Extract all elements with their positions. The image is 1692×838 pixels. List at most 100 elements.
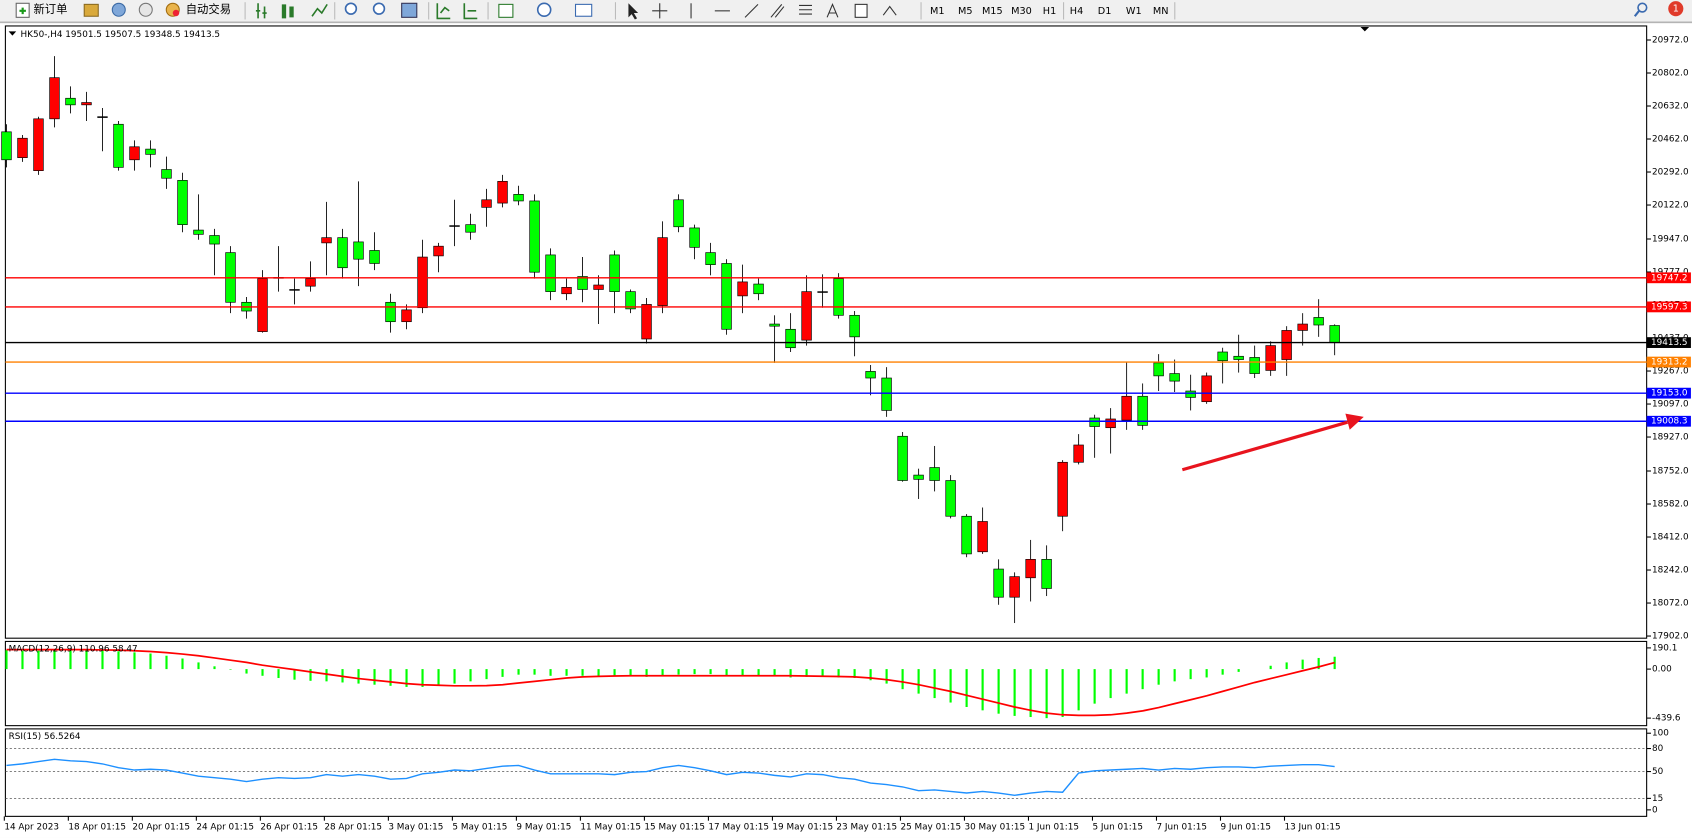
candle-body	[1089, 417, 1100, 427]
badge-count: 1	[1673, 4, 1679, 15]
candle-body	[177, 180, 188, 225]
candle-body	[657, 237, 668, 306]
level-label: 19008.3	[1651, 417, 1688, 427]
candle-body	[865, 371, 876, 379]
candle-body	[1297, 323, 1308, 331]
x-tick-label: 5 Jun 01:15	[1092, 823, 1143, 833]
timeframes: M1 M5 M15 M30 H1 H4 D1 W1 MN	[930, 6, 1169, 17]
y-tick-label: 19097.0	[1652, 400, 1689, 410]
rsi-panel	[4, 728, 1648, 817]
level-tag	[1646, 387, 1691, 399]
level-label: 19413.5	[1651, 338, 1688, 348]
timeframe-button[interactable]: M30	[1011, 6, 1032, 17]
rsi-line	[6, 758, 1335, 797]
icon	[19, 7, 26, 15]
icon[interactable]	[401, 2, 418, 18]
candle-body	[465, 224, 476, 233]
panel-title: MACD(12,26,9) 110.96 58.47	[9, 644, 138, 654]
candle-body	[705, 252, 716, 265]
y-tick-label: 20802.0	[1652, 69, 1689, 79]
icon[interactable]	[652, 3, 668, 19]
timeframe-button[interactable]: W1	[1126, 6, 1142, 17]
candle-body	[721, 263, 732, 330]
timeframe-button[interactable]: M15	[982, 6, 1003, 17]
icon[interactable]	[574, 3, 593, 17]
candle-body	[1329, 325, 1340, 343]
x-tick-label: 17 May 01:15	[708, 823, 769, 833]
candle-body	[113, 123, 124, 168]
title-marker	[8, 31, 17, 36]
candle-body	[801, 291, 812, 341]
icon[interactable]	[826, 2, 839, 18]
x-tick-label: 24 Apr 01:15	[196, 823, 254, 833]
candle-body	[433, 245, 444, 257]
timeframe-button[interactable]: M1	[930, 6, 945, 17]
icon[interactable]	[83, 3, 99, 17]
candle-body	[961, 515, 972, 555]
candle-body	[529, 200, 540, 273]
candle-body	[849, 314, 860, 338]
candle-body	[753, 283, 764, 295]
x-tick-label: 13 Jun 01:15	[1284, 823, 1340, 833]
icon[interactable]	[854, 3, 868, 18]
macd-panel	[4, 640, 1648, 727]
new-order-button[interactable]: 新订单	[15, 2, 67, 18]
y-tick-label: 20972.0	[1652, 36, 1689, 46]
icon[interactable]	[311, 3, 328, 17]
level-tag	[1646, 356, 1691, 368]
x-tick-label: 23 May 01:15	[836, 823, 897, 833]
search-icon[interactable]	[1637, 2, 1648, 13]
y-tick-label: 20122.0	[1652, 201, 1689, 211]
candle-body	[401, 309, 412, 323]
y-tick-label: 18582.0	[1652, 500, 1689, 510]
candle-body	[945, 480, 956, 517]
icon[interactable]	[372, 2, 386, 15]
y-tick-label: 18242.0	[1652, 566, 1689, 576]
x-tick-label: 20 Apr 01:15	[132, 823, 190, 833]
icon[interactable]	[799, 4, 812, 15]
icon[interactable]	[436, 3, 451, 20]
icon[interactable]	[770, 4, 785, 18]
candle-body	[257, 278, 268, 332]
candle-body	[321, 237, 332, 244]
icon[interactable]	[498, 3, 514, 18]
candle-body	[1073, 444, 1084, 463]
candle-body	[769, 323, 780, 327]
candle-body	[737, 281, 748, 297]
candle-body	[1041, 559, 1052, 589]
y-tick-label: 18927.0	[1652, 433, 1689, 443]
timeframe-button[interactable]: D1	[1098, 6, 1112, 17]
icon[interactable]	[744, 3, 759, 18]
candle-body	[673, 199, 684, 228]
candle-body	[897, 435, 908, 481]
panel-title: RSI(15) 56.5264	[9, 732, 81, 742]
toolbar: 新订单 自动交易	[0, 0, 1692, 23]
icon[interactable]	[463, 3, 478, 20]
timeframe-button[interactable]: MN	[1153, 6, 1169, 17]
icon[interactable]	[138, 2, 153, 17]
icon[interactable]	[344, 2, 358, 15]
y-tick-label: 15	[1652, 794, 1663, 804]
icon[interactable]	[882, 5, 897, 16]
plot: 20972.0 20802.0 20632.0 20462.0 20292.0 20122…	[1, 30, 1691, 833]
x-tick-label: 3 May 01:15	[388, 823, 443, 833]
y-tick-label: 17902.0	[1652, 632, 1689, 642]
icon[interactable]	[111, 2, 126, 17]
notifications[interactable]: 1	[1668, 1, 1684, 17]
icon[interactable]	[255, 3, 267, 19]
timeframe-button[interactable]: M5	[958, 6, 973, 17]
candle-body	[513, 194, 524, 202]
auto-trading-button[interactable]: 自动交易	[165, 2, 231, 17]
y-tick-label: 50	[1652, 767, 1664, 777]
candle-body	[97, 116, 108, 118]
timeframe-button[interactable]: H1	[1043, 6, 1056, 17]
candle-body	[1169, 373, 1180, 382]
panel-title: HK50-,H4 19501.5 19507.5 19348.5 19413.5	[21, 30, 221, 40]
icon[interactable]	[628, 3, 639, 20]
candle-body	[1153, 362, 1164, 377]
icon[interactable]	[281, 4, 294, 19]
candle-body	[497, 181, 508, 204]
icon[interactable]	[536, 2, 552, 18]
timeframe-button[interactable]: H4	[1070, 6, 1083, 17]
